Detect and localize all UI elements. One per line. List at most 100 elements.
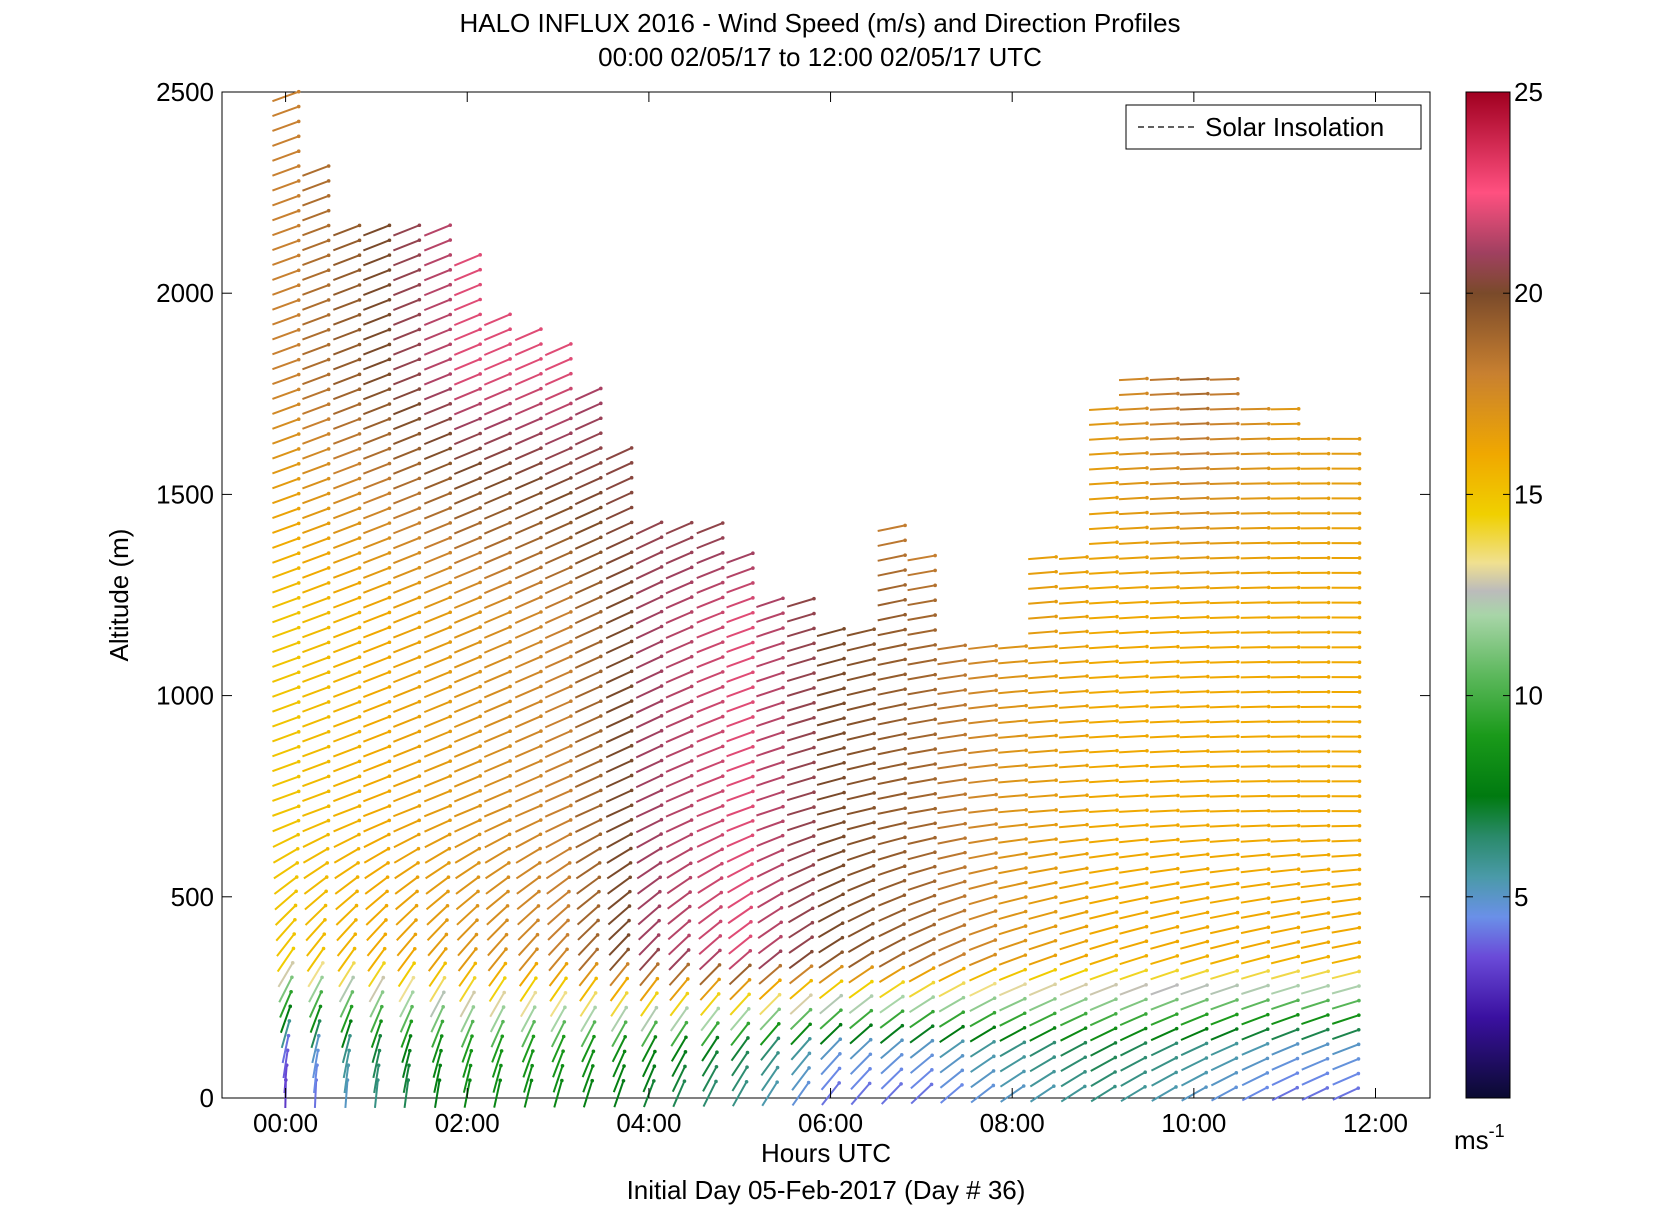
wind-arrow-head bbox=[296, 596, 301, 600]
wind-arrow bbox=[363, 847, 390, 864]
wind-arrow-head bbox=[903, 553, 907, 557]
wind-arrow bbox=[483, 655, 511, 669]
wind-arrow-head bbox=[1234, 1041, 1239, 1046]
wind-arrow-head bbox=[296, 328, 301, 332]
wind-arrow-head bbox=[597, 875, 602, 880]
wind-arrow-head bbox=[292, 932, 296, 936]
wind-arrow-head bbox=[1357, 925, 1362, 930]
wind-arrow-head bbox=[658, 861, 663, 865]
wind-arrow-head bbox=[629, 624, 634, 629]
wind-arrow bbox=[462, 1065, 472, 1093]
wind-arrow-head bbox=[1023, 953, 1028, 957]
wind-arrow-head bbox=[1175, 925, 1180, 929]
wind-arrow-head bbox=[903, 849, 907, 854]
wind-arrow-head bbox=[474, 932, 479, 937]
wind-arrow-head bbox=[324, 875, 329, 879]
wind-arrow bbox=[756, 716, 784, 728]
wind-arrow bbox=[756, 878, 783, 894]
wind-arrow-head bbox=[624, 1005, 629, 1010]
wind-arrow bbox=[483, 670, 511, 684]
wind-arrow bbox=[363, 833, 390, 849]
wind-arrow-head bbox=[478, 327, 482, 332]
wind-arrow bbox=[878, 894, 905, 907]
wind-arrow-head bbox=[448, 282, 453, 287]
wind-arrow-head bbox=[629, 639, 634, 644]
wind-arrow-head bbox=[1357, 615, 1362, 620]
wind-arrow-head bbox=[1206, 510, 1210, 515]
wind-arrow-head bbox=[870, 979, 874, 984]
wind-arrow bbox=[635, 789, 662, 804]
wind-arrow-head bbox=[508, 818, 512, 822]
wind-arrow-head bbox=[417, 417, 422, 421]
wind-arrow bbox=[576, 890, 600, 910]
wind-arrow bbox=[635, 536, 662, 550]
wind-arrow-head bbox=[357, 312, 362, 317]
wind-arrow-head bbox=[539, 550, 543, 555]
wind-arrow-head bbox=[933, 553, 937, 558]
wind-arrow bbox=[1088, 838, 1118, 844]
wind-arrow bbox=[302, 373, 330, 386]
wind-arrow bbox=[1270, 853, 1299, 858]
wind-arrow-head bbox=[351, 975, 355, 980]
colorbar-tick-label: 15 bbox=[1514, 479, 1543, 509]
wind-arrow-head bbox=[416, 861, 420, 865]
wind-arrow bbox=[1240, 882, 1269, 889]
wind-arrow-head bbox=[842, 656, 846, 661]
wind-arrow bbox=[1241, 1042, 1268, 1056]
wind-arrow bbox=[302, 611, 330, 624]
wind-arrow-head bbox=[1205, 1012, 1209, 1017]
wind-arrow bbox=[484, 862, 510, 880]
wind-arrow-head bbox=[296, 119, 301, 124]
wind-arrow-head bbox=[508, 625, 512, 629]
wind-arrow-head bbox=[1145, 525, 1149, 530]
wind-arrow bbox=[1209, 437, 1238, 441]
wind-arrow bbox=[483, 581, 511, 595]
wind-arrow-head bbox=[1052, 1040, 1057, 1045]
wind-arrow bbox=[514, 759, 542, 773]
wind-arrow-head bbox=[1115, 778, 1119, 783]
wind-arrow-head bbox=[296, 610, 301, 615]
wind-arrow bbox=[272, 343, 300, 356]
wind-arrow bbox=[544, 804, 572, 818]
wind-arrow bbox=[332, 760, 360, 773]
wind-arrow bbox=[605, 595, 633, 610]
wind-arrow bbox=[272, 284, 300, 296]
wind-arrow-head bbox=[357, 714, 362, 719]
wind-arrow-head bbox=[808, 1022, 812, 1027]
wind-arrow bbox=[879, 1024, 903, 1044]
chart-subtitle: 00:00 02/05/17 to 12:00 02/05/17 UTC bbox=[598, 42, 1042, 72]
wind-arrow-head bbox=[357, 432, 362, 436]
wind-arrow bbox=[635, 580, 662, 595]
wind-arrow-head bbox=[1176, 540, 1180, 545]
wind-arrow bbox=[518, 948, 538, 972]
wind-arrow bbox=[423, 507, 451, 520]
wind-arrow bbox=[400, 1020, 413, 1048]
wind-arrow-head bbox=[477, 846, 482, 851]
wind-arrow-head bbox=[1114, 881, 1119, 885]
wind-arrow-head bbox=[1085, 808, 1089, 812]
wind-arrow-head bbox=[812, 701, 816, 705]
wind-arrow-head bbox=[508, 372, 512, 376]
wind-arrow bbox=[1179, 735, 1208, 739]
wind-arrow bbox=[970, 1055, 995, 1073]
wind-arrow-head bbox=[448, 521, 453, 525]
wind-arrow-head bbox=[1236, 645, 1240, 649]
wind-arrow bbox=[1149, 734, 1178, 739]
wind-arrow-head bbox=[448, 253, 453, 257]
wind-arrow bbox=[696, 581, 724, 594]
wind-arrow bbox=[786, 627, 815, 638]
wind-arrow bbox=[702, 1066, 718, 1092]
wind-arrow bbox=[1028, 600, 1057, 605]
wind-arrow-head bbox=[387, 342, 392, 347]
wind-arrow bbox=[1059, 1012, 1087, 1027]
wind-arrow-head bbox=[1085, 733, 1089, 738]
wind-arrow-head bbox=[629, 595, 634, 599]
wind-arrow bbox=[610, 992, 628, 1017]
wind-arrow bbox=[607, 876, 631, 895]
wind-arrow bbox=[697, 906, 722, 925]
wind-arrow bbox=[279, 991, 293, 1018]
wind-arrow-head bbox=[357, 357, 362, 362]
wind-arrow bbox=[302, 701, 330, 713]
wind-arrow-head bbox=[325, 861, 330, 865]
wind-arrow-head bbox=[539, 803, 543, 808]
